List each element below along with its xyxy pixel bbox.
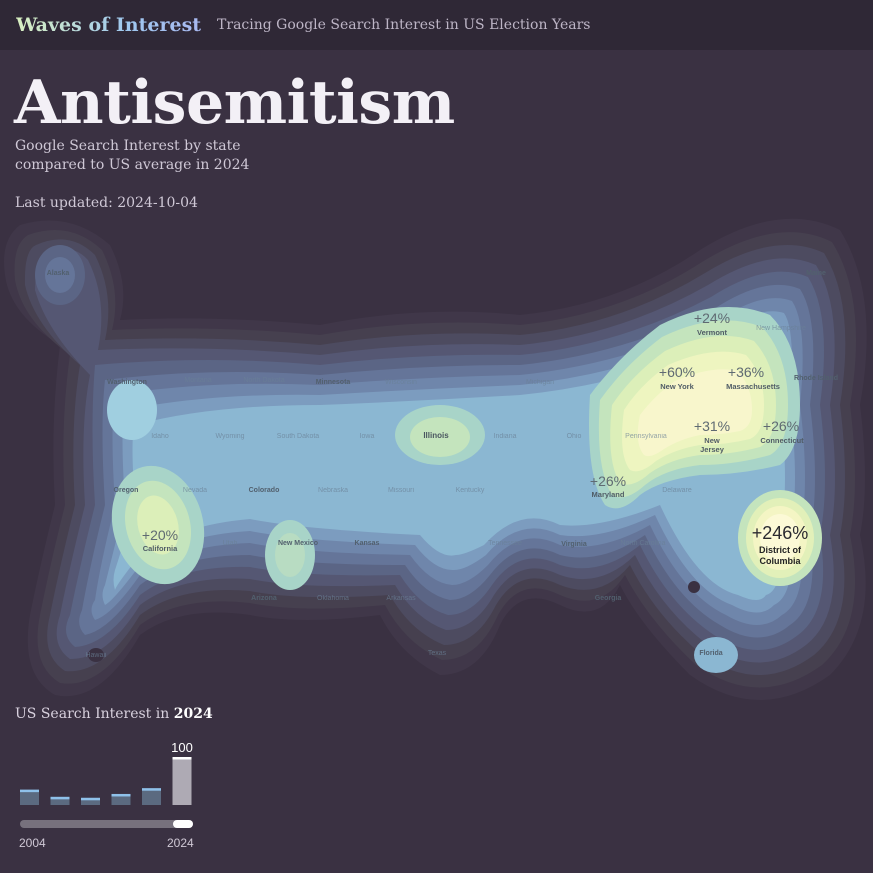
- label-colorado: Colorado: [249, 487, 280, 494]
- label-kentucky: Kentucky: [456, 487, 485, 494]
- bar-cap-2020: [142, 788, 161, 791]
- label-michigan: Michigan: [526, 379, 554, 386]
- label-wyoming: Wyoming: [215, 433, 244, 440]
- label-nevada: Nevada: [183, 487, 207, 494]
- california-pct: +20%: [142, 527, 178, 543]
- label-washington: Washington: [107, 379, 147, 386]
- top-bar: Waves of Interest Tracing Google Search …: [0, 0, 873, 50]
- label-wisconsin: Wisconsin: [385, 379, 417, 386]
- topic-title: Antisemitism: [14, 68, 455, 138]
- label-virginia: Virginia: [561, 541, 587, 548]
- bar-cap-2024: [172, 757, 192, 760]
- label-rhode-island: Rhode Island: [794, 375, 838, 382]
- us-interest-bar-chart: 100: [20, 740, 193, 805]
- california-name: California: [143, 544, 178, 553]
- label-north-carolina: North Carolina: [620, 540, 665, 547]
- vermont-name: Vermont: [697, 328, 728, 337]
- label-texas: Texas: [428, 650, 447, 657]
- label-oregon: Oregon: [114, 487, 139, 494]
- heat-map: Alaska Washington Oregon Idaho Montana W…: [4, 218, 867, 700]
- bar-2024[interactable]: [172, 757, 192, 805]
- map-subtitle: Google Search Interest by state compared…: [15, 138, 250, 173]
- dc-name-1: District of: [759, 545, 802, 555]
- callout-new-jersey[interactable]: +31% New Jersey: [694, 418, 730, 454]
- new-jersey-name-2: Jersey: [700, 445, 725, 454]
- last-updated: Last updated: 2024-10-04: [15, 195, 198, 211]
- maryland-pct: +26%: [590, 473, 626, 489]
- label-georgia: Georgia: [595, 595, 622, 602]
- bar-2012[interactable]: [81, 797, 100, 805]
- callout-new-york[interactable]: +60% New York: [659, 364, 695, 391]
- label-new-hampshire: New Hampshire: [756, 325, 806, 332]
- year-slider-thumb[interactable]: [173, 820, 193, 828]
- new-york-name: New York: [660, 382, 694, 391]
- us-interest-title: US Search Interest in 2024: [15, 706, 213, 722]
- label-utah: Utah: [223, 540, 238, 547]
- bar-cap-2008: [50, 796, 70, 800]
- callout-vermont[interactable]: +24% Vermont: [694, 310, 730, 337]
- label-north-dakota: North Dakota: [243, 377, 284, 384]
- label-arizona: Arizona: [251, 595, 277, 602]
- label-kansas: Kansas: [355, 540, 380, 547]
- label-ohio: Ohio: [567, 433, 582, 440]
- callout-connecticut[interactable]: +26% Connecticut: [760, 418, 804, 445]
- massachusetts-pct: +36%: [728, 364, 764, 380]
- label-arkansas: Arkansas: [386, 595, 416, 602]
- bar-cap-2004: [20, 789, 39, 793]
- label-florida: Florida: [699, 650, 722, 657]
- bar-cap-2016: [111, 793, 131, 797]
- label-idaho: Idaho: [151, 433, 169, 440]
- site-tagline: Tracing Google Search Interest in US Ele…: [217, 17, 591, 33]
- bar-cap-2012: [81, 797, 100, 801]
- connecticut-name: Connecticut: [760, 436, 804, 445]
- label-tennessee: Tennessee: [488, 540, 522, 547]
- label-iowa: Iowa: [360, 433, 375, 440]
- new-jersey-pct: +31%: [694, 418, 730, 434]
- label-alaska: Alaska: [47, 270, 70, 277]
- us-interest-year: 2024: [173, 706, 213, 722]
- maryland-name: Maryland: [592, 490, 625, 499]
- timeline-end-year: 2024: [167, 836, 194, 850]
- label-illinois: Illinois: [423, 431, 449, 440]
- bar-2016[interactable]: [111, 793, 131, 805]
- dc-pct: +246%: [752, 523, 809, 543]
- new-jersey-name-1: New: [704, 436, 720, 445]
- label-new-mexico: New Mexico: [278, 540, 318, 547]
- label-pennsylvania: Pennsylvania: [625, 433, 667, 440]
- callout-maryland[interactable]: +26% Maryland: [590, 473, 626, 499]
- callout-dc[interactable]: +246% District of Columbia: [752, 523, 809, 566]
- new-york-pct: +60%: [659, 364, 695, 380]
- bar-2020[interactable]: [142, 788, 161, 805]
- hotspots: [35, 245, 822, 673]
- state-labels: Alaska Washington Oregon Idaho Montana W…: [47, 270, 838, 659]
- bar-2008[interactable]: [50, 796, 70, 805]
- label-montana: Montana: [184, 377, 211, 384]
- vermont-pct: +24%: [694, 310, 730, 326]
- label-delaware: Delaware: [662, 487, 692, 494]
- callout-california[interactable]: +20% California: [142, 527, 178, 553]
- label-hawaii: Hawaii: [85, 652, 106, 659]
- bar-2004[interactable]: [20, 789, 39, 805]
- label-missouri: Missouri: [388, 487, 415, 494]
- callout-massachusetts[interactable]: +36% Massachusetts: [726, 364, 780, 391]
- peak-value-label: 100: [171, 740, 193, 755]
- label-minnesota: Minnesota: [316, 379, 351, 386]
- site-logo[interactable]: Waves of Interest: [16, 14, 202, 36]
- label-nebraska: Nebraska: [318, 487, 348, 494]
- label-oklahoma: Oklahoma: [317, 595, 349, 602]
- label-south-dakota: South Dakota: [277, 433, 320, 440]
- callouts: +24% Vermont +60% New York +36% Massachu…: [142, 310, 808, 566]
- year-slider[interactable]: [20, 820, 193, 828]
- timeline-start-year: 2004: [19, 836, 46, 850]
- massachusetts-name: Massachusetts: [726, 382, 780, 391]
- label-maine: Maine: [806, 270, 826, 277]
- label-indiana: Indiana: [494, 433, 517, 440]
- dc-name-2: Columbia: [759, 556, 801, 566]
- connecticut-pct: +26%: [763, 418, 799, 434]
